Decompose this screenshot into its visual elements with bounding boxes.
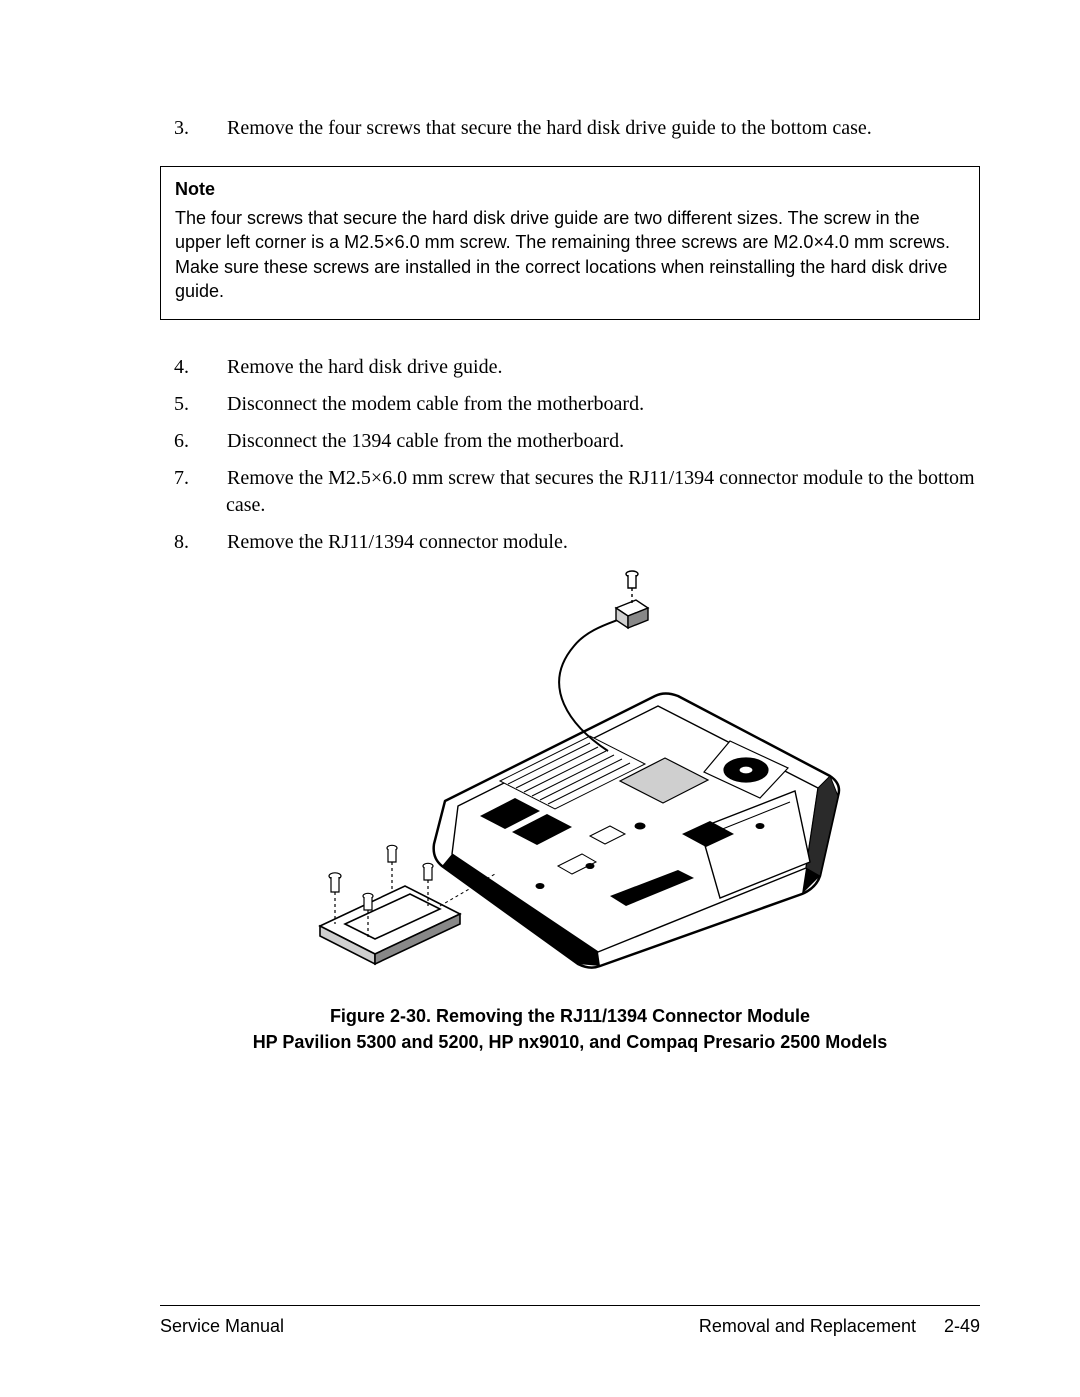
figure-caption-line1: Figure 2-30. Removing the RJ11/1394 Conn… [330, 1006, 810, 1026]
note-title: Note [175, 179, 965, 200]
step-4-num: 4. [200, 354, 222, 381]
step-6: 6. Disconnect the 1394 cable from the mo… [200, 428, 980, 455]
footer-row: Service Manual Removal and Replacement 2… [160, 1316, 980, 1337]
step-3-text: Remove the four screws that secure the h… [227, 117, 872, 139]
step-7-text: Remove the M2.5×6.0 mm screw that secure… [226, 467, 975, 516]
step-6-text: Disconnect the 1394 cable from the mothe… [227, 430, 624, 452]
step-5-num: 5. [200, 391, 222, 418]
step-5-text: Disconnect the modem cable from the moth… [227, 393, 644, 415]
step-8-num: 8. [200, 529, 222, 556]
footer-rule [160, 1305, 980, 1306]
page-footer: Service Manual Removal and Replacement 2… [160, 1305, 980, 1337]
footer-right: Removal and Replacement 2-49 [699, 1316, 980, 1337]
step-8: 8. Remove the RJ11/1394 connector module… [200, 529, 980, 556]
step-3: 3. Remove the four screws that secure th… [200, 115, 980, 142]
step-7-num: 7. [200, 465, 222, 492]
step-7: 7. Remove the M2.5×6.0 mm screw that sec… [200, 465, 980, 519]
note-box: Note The four screws that secure the har… [160, 166, 980, 320]
step-6-num: 6. [200, 428, 222, 455]
step-4: 4. Remove the hard disk drive guide. [200, 354, 980, 381]
footer-page-num: 2-49 [944, 1316, 980, 1337]
step-8-text: Remove the RJ11/1394 connector module. [227, 531, 568, 553]
steps-block: 4. Remove the hard disk drive guide. 5. … [160, 354, 980, 556]
figure-caption-line2: HP Pavilion 5300 and 5200, HP nx9010, an… [253, 1032, 888, 1052]
service-manual-page: 3. Remove the four screws that secure th… [0, 0, 1080, 1397]
step-4-text: Remove the hard disk drive guide. [227, 356, 503, 378]
footer-section: Removal and Replacement [699, 1316, 916, 1337]
step-5: 5. Disconnect the modem cable from the m… [200, 391, 980, 418]
footer-left: Service Manual [160, 1316, 284, 1337]
figure-illustration [290, 566, 850, 991]
step-3-num: 3. [200, 115, 222, 142]
figure-caption: Figure 2-30. Removing the RJ11/1394 Conn… [160, 1003, 980, 1055]
figure-wrap: Figure 2-30. Removing the RJ11/1394 Conn… [160, 566, 980, 1055]
note-body: The four screws that secure the hard dis… [175, 206, 965, 303]
